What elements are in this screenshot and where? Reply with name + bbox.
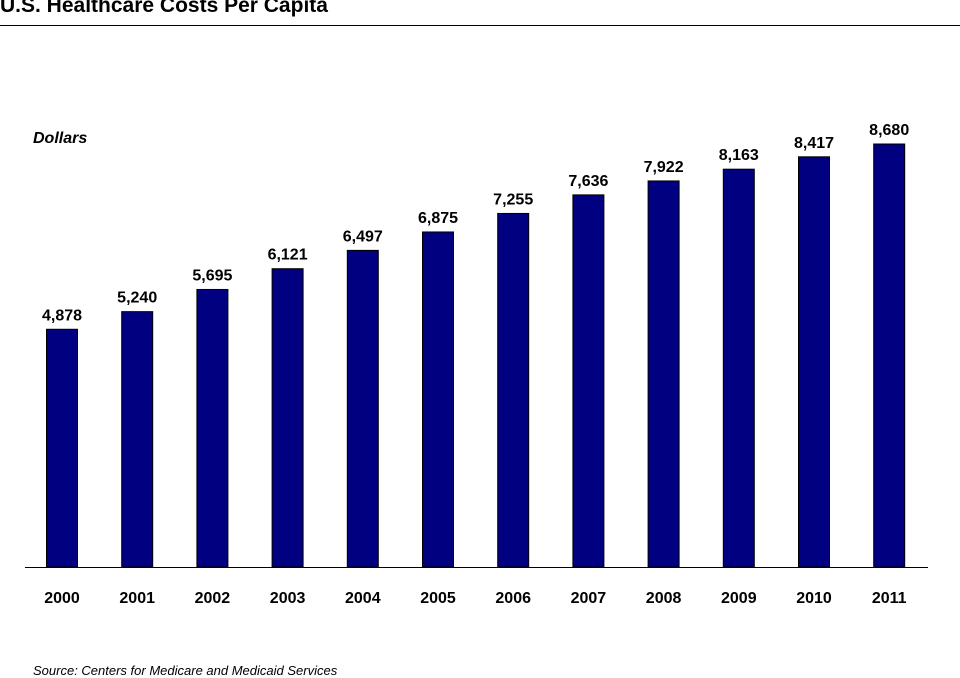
bar-2004 (346, 249, 379, 568)
data-label-2005: 6,875 (418, 210, 458, 227)
bar-2001 (121, 311, 154, 568)
data-label-2001: 5,240 (117, 290, 157, 307)
bar-2011 (873, 143, 906, 568)
data-label-2009: 8,163 (719, 147, 759, 164)
x-tick-label-2009: 2009 (721, 590, 757, 607)
bar-2010 (798, 156, 830, 568)
x-tick-label-2000: 2000 (44, 590, 80, 607)
x-tick-label-2004: 2004 (345, 590, 381, 607)
bar-2008 (647, 180, 680, 568)
x-tick-label-2006: 2006 (495, 590, 531, 607)
y-axis-label: Dollars (33, 130, 88, 147)
x-tick-label-2010: 2010 (796, 590, 832, 607)
bar-2005 (422, 231, 454, 568)
data-label-2011: 8,680 (869, 122, 909, 139)
data-label-2000: 4,878 (42, 307, 82, 324)
bar-2003 (271, 268, 304, 568)
bar-2000 (46, 328, 78, 568)
data-label-2003: 6,121 (268, 247, 308, 264)
x-tick-label-2011: 2011 (872, 590, 907, 607)
bar-2007 (572, 194, 605, 568)
data-label-2010: 8,417 (794, 135, 834, 152)
data-label-2006: 7,255 (493, 191, 533, 208)
data-label-2004: 6,497 (343, 228, 383, 245)
data-label-2007: 7,636 (568, 173, 608, 190)
title-divider (0, 25, 960, 26)
bar-2009 (722, 168, 755, 568)
x-tick-label-2003: 2003 (270, 590, 306, 607)
bar-2002 (196, 288, 229, 568)
data-label-2002: 5,695 (192, 267, 232, 284)
x-tick-label-2008: 2008 (646, 590, 682, 607)
x-tick-label-2002: 2002 (195, 590, 231, 607)
chart-title: U.S. Healthcare Costs Per Capita (0, 0, 328, 17)
x-tick-label-2007: 2007 (571, 590, 607, 607)
x-tick-label-2001: 2001 (119, 590, 155, 607)
data-label-2008: 7,922 (644, 159, 684, 176)
source-note: Source: Centers for Medicare and Medicai… (33, 663, 338, 678)
x-tick-label-2005: 2005 (420, 590, 456, 607)
bar-2006 (497, 212, 530, 568)
